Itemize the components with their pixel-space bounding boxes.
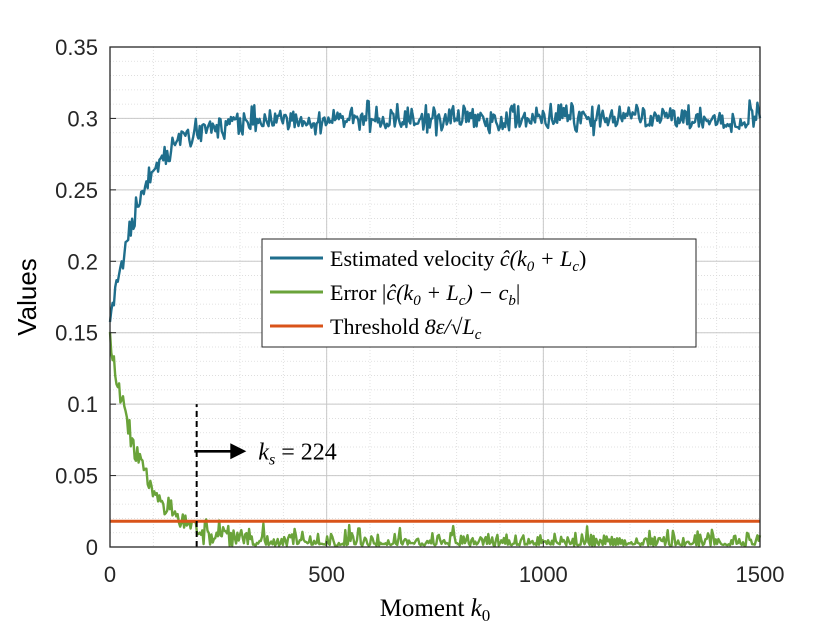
tick-labels: 0 0.05 0.1 0.15 0.2 0.25 0.3 0.35 0 500 1000 1500	[55, 35, 784, 587]
annotation-value: 224	[301, 439, 337, 465]
y-tick-label: 0.35	[55, 35, 98, 60]
legend-velocity-sub2: c	[572, 259, 579, 275]
x-tick-label: 1000	[519, 562, 568, 587]
legend-velocity-sub1: 0	[527, 259, 535, 275]
x-axis-label-sub: 0	[482, 606, 491, 625]
x-tick-label: 500	[308, 562, 345, 587]
annotation-equals: =	[275, 439, 301, 465]
annotation-sub: s	[269, 451, 275, 468]
legend-threshold-prefix: Threshold	[330, 314, 425, 339]
legend-velocity-prefix: Estimated velocity	[330, 246, 500, 271]
legend-error-prefix: Error |	[330, 280, 386, 305]
legend-error-mid: + L	[421, 280, 459, 305]
plot-frame	[109, 46, 761, 548]
legend-error-sub2: c	[459, 293, 466, 309]
y-tick-label: 0.1	[67, 392, 98, 417]
legend-velocity-suffix: )	[579, 246, 586, 271]
axis-ticks	[109, 46, 761, 548]
legend-error-end: |	[516, 280, 520, 305]
legend-label-error: Error |ĉ(k0 + Lc) − cb|	[330, 280, 520, 309]
y-tick-label: 0	[86, 535, 98, 560]
legend-box	[261, 238, 697, 348]
y-axis-label: Values	[12, 258, 42, 336]
x-tick-label: 0	[104, 562, 116, 587]
annotation-arrow-head	[230, 443, 247, 460]
series-line-velocity	[108, 99, 762, 323]
legend-error-math: ĉ(k	[386, 280, 414, 305]
y-tick-label: 0.15	[55, 321, 98, 346]
series-layer	[108, 99, 762, 547]
legend-error-sub3: b	[508, 293, 516, 309]
legend-error-sub1: 0	[413, 293, 421, 309]
annotation-label: ks = 224	[258, 439, 336, 468]
y-tick-label: 0.3	[67, 106, 98, 131]
legend-threshold-sub1: c	[475, 327, 482, 343]
y-tick-label: 0.25	[55, 178, 98, 203]
x-axis-label-text: Moment	[380, 595, 471, 622]
legend-threshold-math: 8ε/√L	[425, 314, 475, 339]
legend-velocity-math: ĉ(k	[500, 246, 528, 271]
y-tick-label: 0.2	[67, 249, 98, 274]
legend-error-suffix: ) − c	[463, 280, 508, 305]
legend: Estimated velocity ĉ(k0 + Lc) Error |ĉ(k…	[261, 238, 697, 348]
x-tick-label: 1500	[736, 562, 785, 587]
legend-label-threshold: Threshold 8ε/√Lc	[330, 314, 482, 343]
annotation-var: k	[258, 439, 269, 465]
x-axis-label: Moment k0	[380, 595, 491, 625]
annotation-ks: ks = 224	[194, 439, 337, 468]
series-line-error	[108, 331, 762, 547]
x-axis-label-var: k	[471, 595, 483, 622]
legend-velocity-mid: + L	[534, 246, 572, 271]
legend-label-velocity: Estimated velocity ĉ(k0 + Lc)	[330, 246, 586, 275]
y-tick-label: 0.05	[55, 464, 98, 489]
